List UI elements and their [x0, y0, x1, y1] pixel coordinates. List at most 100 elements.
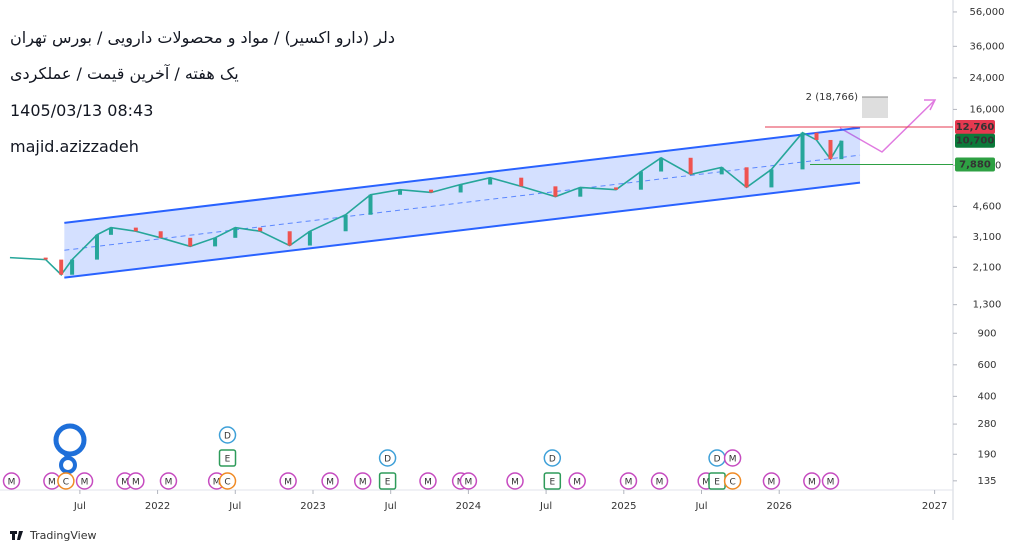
- event-label: M: [132, 478, 140, 488]
- channel-upper: [64, 126, 861, 224]
- x-tick-label: 2027: [922, 501, 947, 512]
- y-tick-label: 135: [977, 476, 996, 487]
- y-tick-label: 600: [977, 360, 996, 371]
- line-price-label: 7,880: [959, 159, 991, 170]
- y-tick-label: 280: [977, 419, 996, 430]
- event-shape: [2, 472, 21, 490]
- event-label: D: [549, 455, 556, 465]
- target-box: [862, 96, 888, 118]
- source: TradingView: [29, 529, 96, 542]
- event-label: M: [165, 478, 173, 488]
- event-label: E: [549, 478, 555, 488]
- last-price-box: [955, 133, 995, 148]
- candle: [688, 157, 693, 175]
- y-tick-label: 24,000: [970, 73, 1005, 84]
- candle: [287, 231, 292, 246]
- event-shape: [723, 449, 742, 467]
- event-shape: [378, 449, 397, 467]
- y-tick-label: 190: [977, 449, 996, 460]
- candle: [638, 171, 643, 190]
- candle: [59, 259, 64, 275]
- candle: [769, 169, 774, 188]
- line-price-label: 12,760: [956, 122, 995, 133]
- event-marker: D: [378, 449, 397, 467]
- event-shape: [543, 449, 562, 467]
- event-label: M: [827, 478, 835, 488]
- y-tick-label: 400: [977, 391, 996, 402]
- event-marker: M: [2, 472, 21, 490]
- event-label: M: [424, 478, 432, 488]
- event-marker: M: [127, 472, 145, 490]
- event-shape: [321, 472, 339, 490]
- event-label: M: [808, 478, 816, 488]
- y-tick-label: 2,100: [973, 262, 1002, 273]
- event-shape: [353, 472, 372, 490]
- candle: [839, 140, 844, 160]
- price-line: [9, 131, 843, 276]
- event-label: M: [511, 478, 519, 488]
- candle: [43, 257, 48, 260]
- event-shape: [506, 472, 524, 490]
- event-shape: [568, 472, 586, 490]
- event-label: E: [385, 478, 391, 488]
- event-label: C: [63, 478, 69, 488]
- candle: [429, 189, 434, 193]
- event-label: M: [359, 478, 367, 488]
- event-label: M: [465, 478, 473, 488]
- event-marker: M: [650, 472, 669, 490]
- candle: [133, 227, 138, 232]
- event-shape: [803, 472, 821, 490]
- event-marker: E: [218, 449, 237, 467]
- candle: [233, 227, 238, 238]
- event-marker: M: [321, 472, 339, 490]
- event-label: C: [729, 478, 735, 488]
- event-label: M: [326, 478, 334, 488]
- event-shape: [459, 472, 478, 490]
- event-label: M: [81, 478, 89, 488]
- event-shape: [821, 472, 840, 490]
- event-marker: M: [803, 472, 821, 490]
- event-shape: [127, 472, 145, 490]
- y-tick-label: 900: [977, 328, 996, 339]
- y-tick-label: 4,600: [973, 201, 1002, 212]
- y-tick-label: 36,000: [970, 41, 1005, 52]
- x-tick-label: 2026: [766, 501, 791, 512]
- event-marker: D: [543, 449, 562, 467]
- event-shape: [619, 472, 638, 490]
- candle: [258, 227, 263, 232]
- x-tick-label: Jul: [694, 501, 707, 512]
- candle: [158, 231, 163, 238]
- candle: [614, 187, 619, 190]
- event-label: M: [48, 478, 56, 488]
- author: majid.azizzadeh: [10, 137, 139, 156]
- x-tick-label: Jul: [228, 501, 241, 512]
- line-price-box: [955, 120, 995, 135]
- x-tick-label: 2023: [300, 501, 325, 512]
- x-tick-label: Jul: [384, 501, 397, 512]
- event-marker: M: [353, 472, 372, 490]
- event-marker: E: [378, 472, 397, 490]
- y-tick-label: 16,000: [970, 104, 1005, 115]
- event-label: M: [213, 478, 221, 488]
- x-tick-label: Jul: [73, 501, 86, 512]
- event-label: E: [714, 478, 720, 488]
- candle: [800, 132, 805, 170]
- event-shape: [279, 472, 297, 490]
- event-shape: [75, 472, 94, 490]
- candle: [70, 259, 75, 275]
- event-shape: [378, 472, 397, 490]
- candle: [659, 157, 664, 172]
- event-shape: [650, 472, 669, 490]
- y-tick-label: 3,100: [973, 232, 1002, 243]
- event-label: M: [8, 478, 16, 488]
- event-label: M: [573, 478, 581, 488]
- event-shape: [218, 472, 237, 490]
- event-label: D: [714, 455, 721, 465]
- event-shape: [159, 472, 178, 490]
- event-label: C: [224, 478, 230, 488]
- y-tick-label: 1,300: [973, 300, 1002, 311]
- channel-lower: [64, 181, 861, 279]
- event-shape: [218, 426, 237, 444]
